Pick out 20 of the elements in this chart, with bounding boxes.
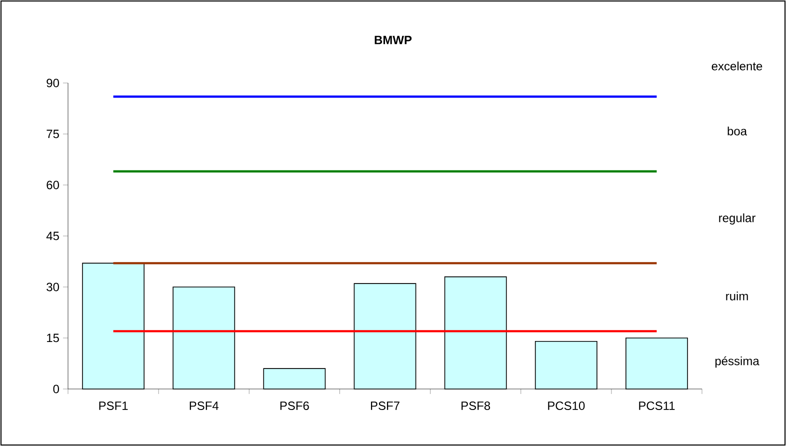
text: regular <box>719 213 756 225</box>
text: excelente <box>712 62 762 70</box>
x-tick-label: PSF4 <box>190 402 219 410</box>
y-tick-label: 45 <box>46 232 59 240</box>
x-tick-label: PSF8 <box>462 402 490 410</box>
x-tick-label: PSF6 <box>280 402 309 410</box>
x-tick-label: PSF1 <box>99 402 128 410</box>
text: boa <box>728 126 747 136</box>
x-tick-label: PCS10 <box>548 402 585 410</box>
y-tick-label: 30 <box>46 282 60 292</box>
y-tick-label: 15 <box>47 334 59 342</box>
x-tick-label: PSF7 <box>370 402 400 410</box>
x-tick-label: PCS11 <box>639 402 675 410</box>
y-tick-label: 75 <box>46 130 59 138</box>
y-tick-label: 90 <box>46 78 60 88</box>
text: péssima <box>715 356 760 368</box>
text: ruim <box>726 292 748 300</box>
chart-title: BMWP <box>374 36 412 44</box>
y-tick-label: 0 <box>53 384 60 394</box>
y-tick-label: 60 <box>46 180 60 190</box>
